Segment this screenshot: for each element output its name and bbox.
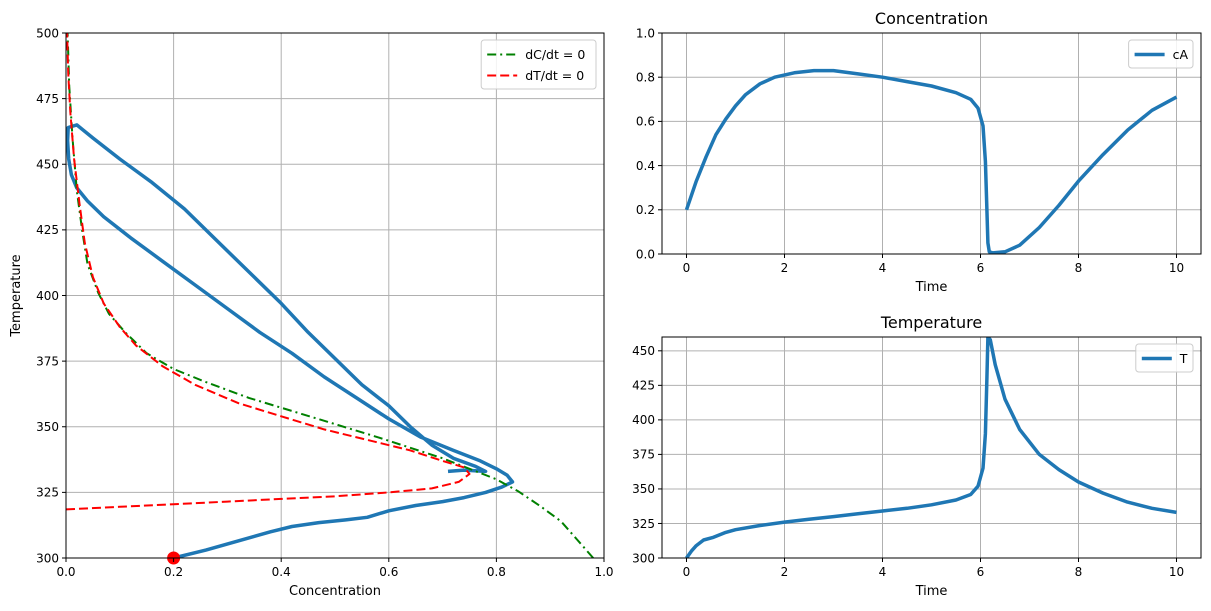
conc-xtick-label-0: 0 [683, 261, 691, 275]
phase-ytick-label-1: 325 [36, 486, 59, 500]
phase-ytick-label-8: 500 [36, 26, 59, 40]
conc-plot-area [684, 68, 1178, 254]
conc-title: Concentration [875, 9, 988, 28]
phase-ytick-label-7: 475 [36, 92, 59, 106]
conc-xtick-label-5: 10 [1169, 261, 1184, 275]
phase-xtick-label-3: 0.6 [379, 565, 398, 579]
conc-axes-frame [661, 32, 1202, 255]
phase-legend-box [480, 39, 597, 90]
temp-xlabel: Time [915, 584, 948, 599]
phase-ytick-label-6: 450 [36, 158, 59, 172]
conc-series-0-line [684, 68, 1178, 254]
temp-ytick-label-1: 325 [632, 517, 655, 531]
phase-xlabel: Concentration [289, 584, 381, 599]
conc-xtick-label-4: 8 [1075, 261, 1083, 275]
conc-xtick-label-3: 6 [977, 261, 985, 275]
phase-chart: 0.0 0.2 0.4 0.6 0.8 1.0 300 325 350 375 400 425 450 4… [9, 26, 614, 599]
conc-ytick-label-5: 1.0 [636, 26, 655, 40]
conc-ytick-label-3: 0.6 [636, 115, 655, 129]
temp-axes-frame [661, 336, 1202, 559]
phase-xtick-label-5: 1.0 [594, 565, 613, 579]
temp-chart: 0 2 4 6 8 10 300 325 350 375 400 425 450 Time Temperat… [632, 313, 1202, 599]
phase-series-2-line [66, 33, 471, 511]
temp-xtick-label-0: 0 [683, 565, 691, 579]
temp-legend-label-0: T [1179, 351, 1188, 366]
conc-ytick-label-1: 0.2 [636, 203, 655, 217]
conc-chart: 0 2 4 6 8 10 0.0 0.2 0.4 0.6 0.8 1.0 Time Concentrati… [636, 9, 1202, 295]
temp-xtick-label-2: 4 [879, 565, 887, 579]
conc-xtick-label-2: 4 [879, 261, 887, 275]
temp-ytick-label-2: 350 [632, 482, 655, 496]
conc-ytick-label-4: 0.8 [636, 71, 655, 85]
temp-ytick-label-6: 450 [632, 344, 655, 358]
phase-xtick-label-1: 0.2 [164, 565, 183, 579]
temp-ytick-label-3: 375 [632, 448, 655, 462]
phase-ytick-label-5: 425 [36, 223, 59, 237]
conc-ytick-label-0: 0.0 [636, 247, 655, 261]
temp-series-0-line [685, 337, 1177, 558]
phase-xtick-label-2: 0.4 [272, 565, 291, 579]
conc-legend-label-0: cA [1173, 47, 1189, 62]
temp-plot-area [685, 337, 1177, 558]
phase-legend-label-1: dT/dt = 0 [525, 68, 584, 83]
phase-plot-area [66, 33, 594, 558]
phase-ylabel: Temperature [9, 254, 24, 337]
phase-xtick-label-4: 0.8 [487, 565, 506, 579]
phase-ytick-label-0: 300 [36, 551, 59, 565]
conc-ytick-label-2: 0.4 [636, 159, 655, 173]
temp-title: Temperature [880, 313, 982, 332]
temp-xtick-label-1: 2 [781, 565, 789, 579]
temp-ytick-label-0: 300 [632, 551, 655, 565]
temp-ytick-label-4: 400 [632, 413, 655, 427]
phase-series-0-line [66, 123, 515, 558]
conc-xtick-label-1: 2 [781, 261, 789, 275]
temp-ytick-label-5: 425 [632, 379, 655, 393]
temp-xtick-label-4: 8 [1075, 565, 1083, 579]
phase-ytick-label-4: 400 [36, 289, 59, 303]
phase-xtick-label-0: 0.0 [56, 565, 75, 579]
temp-xtick-label-3: 6 [977, 565, 985, 579]
phase-ytick-label-3: 375 [36, 354, 59, 368]
temp-xtick-label-5: 10 [1169, 565, 1184, 579]
temp-legend: T [1135, 343, 1194, 373]
phase-ytick-label-2: 350 [36, 420, 59, 434]
conc-legend: cA [1128, 39, 1194, 69]
phase-legend-label-0: dC/dt = 0 [525, 47, 585, 62]
conc-xlabel: Time [915, 280, 948, 295]
phase-legend: dC/dt = 0 dT/dt = 0 [480, 39, 597, 90]
